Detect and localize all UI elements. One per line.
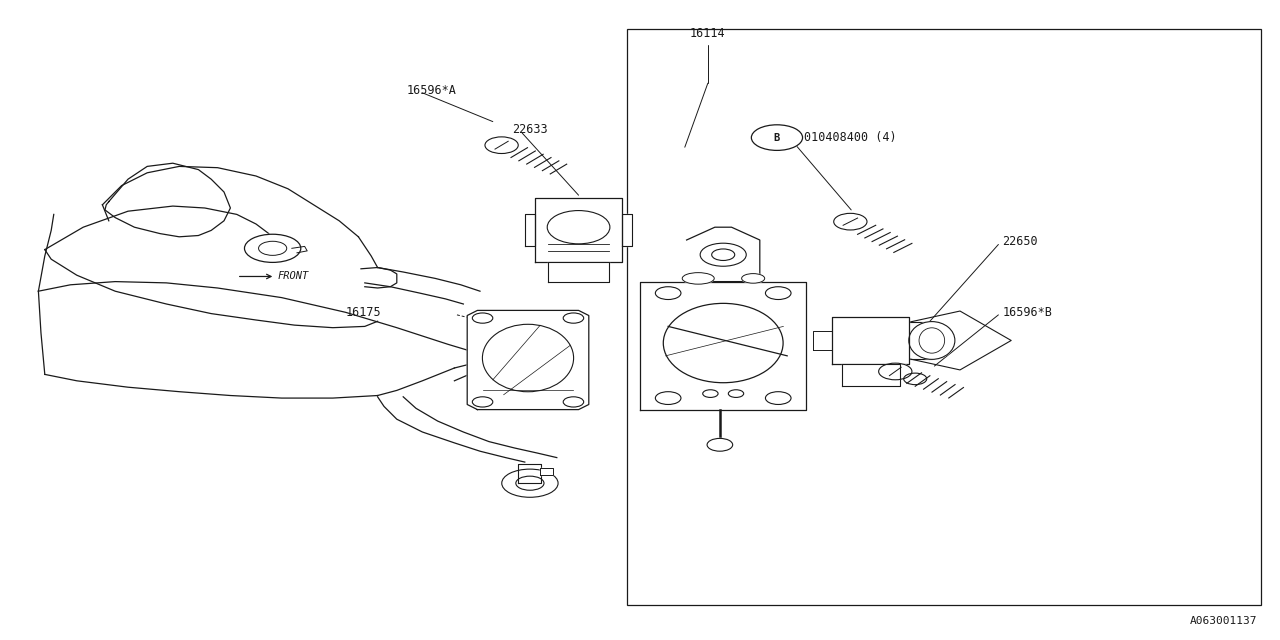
Polygon shape bbox=[518, 464, 541, 483]
Text: B: B bbox=[774, 132, 780, 143]
Circle shape bbox=[655, 392, 681, 404]
Ellipse shape bbox=[919, 328, 945, 353]
Polygon shape bbox=[813, 332, 832, 349]
Ellipse shape bbox=[909, 321, 955, 360]
Polygon shape bbox=[540, 468, 553, 475]
Text: 22650: 22650 bbox=[1002, 236, 1038, 248]
Circle shape bbox=[472, 313, 493, 323]
Polygon shape bbox=[105, 163, 230, 237]
Circle shape bbox=[700, 243, 746, 266]
Polygon shape bbox=[467, 310, 589, 410]
Circle shape bbox=[751, 125, 803, 150]
Circle shape bbox=[765, 392, 791, 404]
Circle shape bbox=[502, 469, 558, 497]
Circle shape bbox=[563, 313, 584, 323]
Text: 16596*A: 16596*A bbox=[407, 84, 457, 97]
Circle shape bbox=[703, 390, 718, 397]
Circle shape bbox=[259, 241, 287, 255]
Circle shape bbox=[655, 287, 681, 300]
Circle shape bbox=[244, 234, 301, 262]
Polygon shape bbox=[548, 262, 609, 282]
Polygon shape bbox=[622, 214, 632, 246]
Circle shape bbox=[563, 397, 584, 407]
Polygon shape bbox=[535, 198, 622, 262]
Circle shape bbox=[712, 249, 735, 260]
Circle shape bbox=[765, 287, 791, 300]
Circle shape bbox=[516, 476, 544, 490]
Text: 16175: 16175 bbox=[346, 306, 381, 319]
Polygon shape bbox=[832, 317, 909, 364]
Polygon shape bbox=[640, 282, 806, 410]
Ellipse shape bbox=[483, 324, 573, 392]
Ellipse shape bbox=[741, 273, 764, 283]
Bar bbox=[627, 29, 1261, 605]
Circle shape bbox=[707, 438, 732, 451]
Ellipse shape bbox=[548, 211, 609, 244]
Text: 22633: 22633 bbox=[512, 123, 548, 136]
Polygon shape bbox=[686, 227, 760, 282]
Circle shape bbox=[472, 397, 493, 407]
Text: FRONT: FRONT bbox=[278, 271, 308, 282]
Text: 16114: 16114 bbox=[690, 27, 726, 40]
Polygon shape bbox=[842, 364, 900, 386]
Circle shape bbox=[833, 213, 867, 230]
Ellipse shape bbox=[682, 273, 714, 284]
Circle shape bbox=[485, 137, 518, 154]
Circle shape bbox=[728, 390, 744, 397]
Circle shape bbox=[878, 363, 911, 380]
Text: 010408400 (4): 010408400 (4) bbox=[804, 131, 896, 144]
Text: 16596*B: 16596*B bbox=[1002, 306, 1052, 319]
Ellipse shape bbox=[663, 303, 783, 383]
Polygon shape bbox=[525, 214, 535, 246]
Circle shape bbox=[904, 373, 927, 385]
Text: A063001137: A063001137 bbox=[1189, 616, 1257, 626]
